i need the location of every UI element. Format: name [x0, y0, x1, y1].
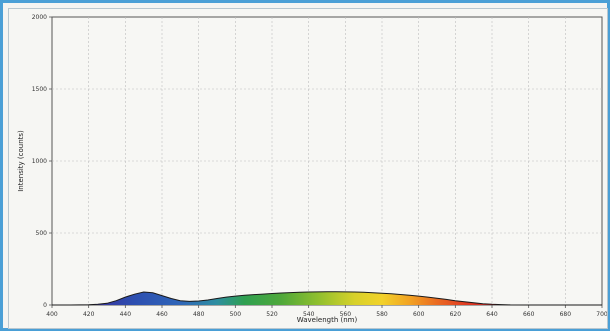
figure-panel: 400 420 440 460 480 500 520 540 560 580 600 620 640 6… [8, 8, 608, 329]
spectrum-chart: 400 420 440 460 480 500 520 540 560 580 600 620 640 6… [17, 14, 608, 324]
x-tick-label: 500 [230, 311, 242, 318]
x-tick-label: 700 [596, 311, 607, 318]
y-tick-label: 1000 [32, 158, 47, 165]
axis-ticks: 400 420 440 460 480 500 520 540 560 580 600 620 640 6… [32, 14, 608, 318]
x-tick-label: 580 [376, 311, 388, 318]
y-axis-label: Intensity (counts) [17, 130, 25, 192]
x-tick-label: 540 [303, 311, 315, 318]
x-tick-label: 400 [46, 311, 58, 318]
y-tick-label: 1500 [32, 86, 47, 93]
x-tick-label: 460 [156, 311, 168, 318]
x-tick-label: 440 [120, 311, 132, 318]
grid-lines [52, 17, 602, 305]
x-tick-label: 480 [193, 311, 205, 318]
x-tick-label: 520 [266, 311, 278, 318]
x-tick-label: 560 [340, 311, 352, 318]
plot-area [51, 16, 603, 306]
x-tick-label: 620 [450, 311, 462, 318]
x-tick-label: 420 [83, 311, 95, 318]
spectrum-outline [52, 291, 602, 306]
x-tick-label: 660 [523, 311, 535, 318]
x-tick-label: 680 [560, 311, 572, 318]
y-tick-label: 500 [36, 230, 48, 237]
y-tick-label: 2000 [32, 14, 47, 21]
x-tick-label: 600 [413, 311, 425, 318]
x-axis-label: Wavelength (nm) [297, 316, 358, 324]
y-tick-label: 0 [43, 302, 47, 309]
x-tick-label: 640 [486, 311, 498, 318]
